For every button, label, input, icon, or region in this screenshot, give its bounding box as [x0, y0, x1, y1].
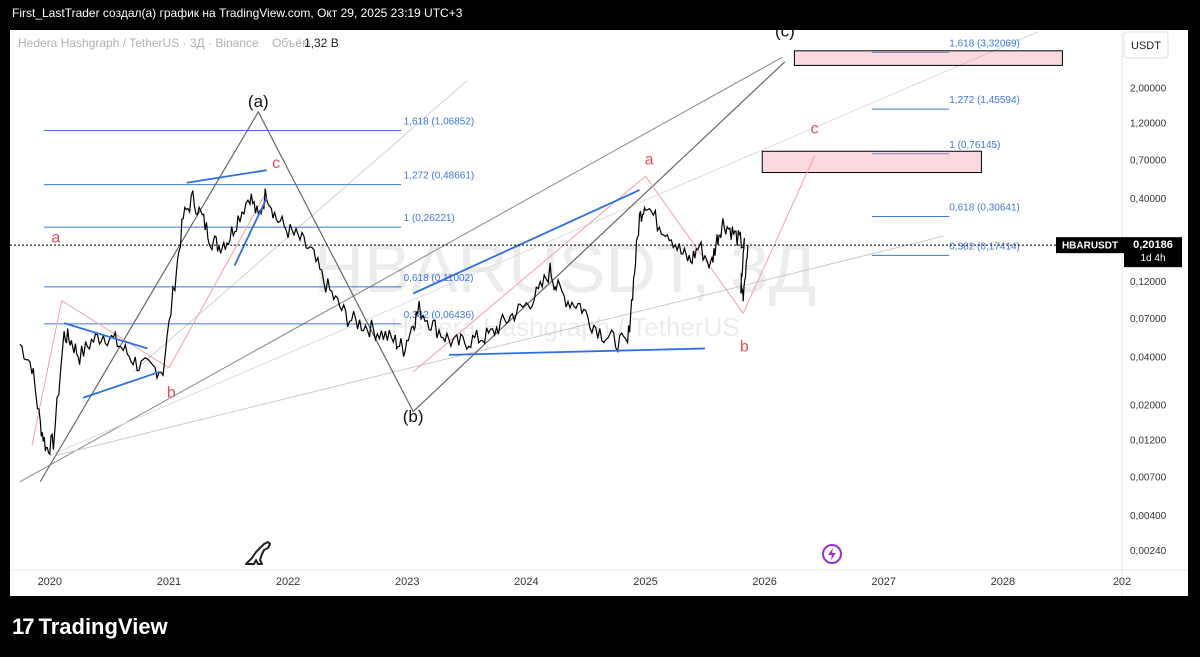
- y-tick-label: 0,02000: [1130, 400, 1167, 411]
- price-chart[interactable]: HBARUSDT, 3Д Hedera Hashgraph / TetherUS…: [10, 21, 1188, 596]
- publisher-caption: First_LastTrader создал(а) график на Tra…: [12, 6, 463, 20]
- fib-level-label: 0,618 (0,11002): [404, 273, 474, 284]
- last-price-value: 0,20186: [1133, 239, 1173, 251]
- fib-level-label: 0,618 (0,30641): [949, 202, 1020, 213]
- y-tick-label: 0,70000: [1130, 156, 1167, 167]
- y-tick-label: 1,20000: [1130, 118, 1167, 129]
- y-tick-label: 0,00400: [1130, 511, 1167, 522]
- y-tick-label: 0,07000: [1130, 314, 1167, 325]
- currency-button[interactable]: USDT: [1123, 31, 1169, 59]
- fib-level-label: 1 (0,76145): [949, 140, 1000, 151]
- fib-level-label: 1,618 (1,06852): [404, 116, 475, 127]
- bar-countdown: 1d 4h: [1140, 253, 1165, 264]
- last-price-tag: HBARUSDT 0,20186 1d 4h: [1056, 237, 1182, 268]
- y-tick-label: 0,00240: [1130, 546, 1167, 557]
- x-tick-label: 202: [1113, 576, 1131, 588]
- tradingview-logo-icon: 17: [12, 614, 35, 639]
- tradingview-logo[interactable]: 17 TradingView: [12, 614, 168, 640]
- channel-line: [49, 31, 1039, 456]
- minor-wave-label: b: [167, 385, 176, 402]
- target-zone-box: [793, 50, 1063, 66]
- channel-line: [19, 56, 783, 483]
- major-wave-path: [39, 61, 786, 482]
- x-tick-label: 2027: [871, 576, 895, 588]
- lightning-icon[interactable]: [822, 544, 842, 564]
- y-tick-label: 2,00000: [1130, 83, 1167, 94]
- fib-level-label: 1 (0,26221): [404, 213, 455, 224]
- trend-line: [448, 347, 706, 356]
- fib-level-label: 1,618 (3,32069): [949, 38, 1020, 49]
- trend-line: [63, 322, 148, 350]
- x-tick-label: 2025: [633, 576, 657, 588]
- y-tick-label: 0,40000: [1130, 194, 1167, 205]
- last-price-symbol: HBARUSDT: [1062, 241, 1118, 252]
- y-tick-label: 0,12000: [1130, 277, 1167, 288]
- target-zone-box: [761, 150, 982, 174]
- tradingview-logo-text: TradingView: [38, 614, 168, 639]
- x-tick-label: 2028: [991, 576, 1015, 588]
- x-tick-label: 2023: [395, 576, 419, 588]
- chart-panel[interactable]: HBARUSDT, 3Д Hedera Hashgraph / TetherUS…: [10, 21, 1188, 596]
- y-tick-label: 0,00700: [1130, 473, 1167, 484]
- x-tick-label: 2022: [276, 576, 300, 588]
- minor-wave-label: b: [740, 339, 749, 356]
- minor-wave-label: a: [51, 229, 60, 246]
- trend-line: [233, 197, 268, 266]
- channel-line: [55, 235, 944, 456]
- dino-icon[interactable]: [245, 541, 271, 565]
- x-tick-label: 2026: [752, 576, 776, 588]
- y-tick-label: 0,04000: [1130, 353, 1167, 364]
- symbol-description: Hedera Hashgraph / TetherUS · 3Д · Binan…: [18, 36, 259, 50]
- fib-level-label: 1,272 (1,45594): [949, 95, 1020, 106]
- minor-wave-label: a: [645, 152, 654, 169]
- fib-level-label: 1,272 (0,48661): [404, 171, 475, 182]
- minor-wave-label: c: [811, 121, 819, 138]
- major-wave-label: (b): [403, 407, 424, 426]
- fib-level-label: 0,382 (0,06436): [404, 310, 475, 321]
- watermark: HBARUSDT, 3Д Hedera Hashgraph / TetherUS: [314, 229, 817, 342]
- minor-wave-label: c: [272, 155, 280, 172]
- trend-line: [186, 169, 267, 184]
- volume-label: Объём: [272, 36, 310, 50]
- trend-line: [412, 189, 640, 295]
- volume-value: 1,32 B: [304, 36, 339, 50]
- trend-line: [82, 371, 160, 399]
- x-tick-label: 2020: [38, 576, 62, 588]
- price-series-line: [19, 188, 749, 456]
- major-wave-label: (a): [248, 92, 269, 111]
- major-wave-label: (c): [775, 30, 795, 40]
- x-tick-label: 2021: [157, 576, 181, 588]
- y-tick-label: 0,01200: [1130, 435, 1167, 446]
- currency-button-label[interactable]: USDT: [1131, 40, 1161, 52]
- fib-level-label: 0,382 (0,17414): [949, 241, 1020, 252]
- x-tick-label: 2024: [514, 576, 538, 588]
